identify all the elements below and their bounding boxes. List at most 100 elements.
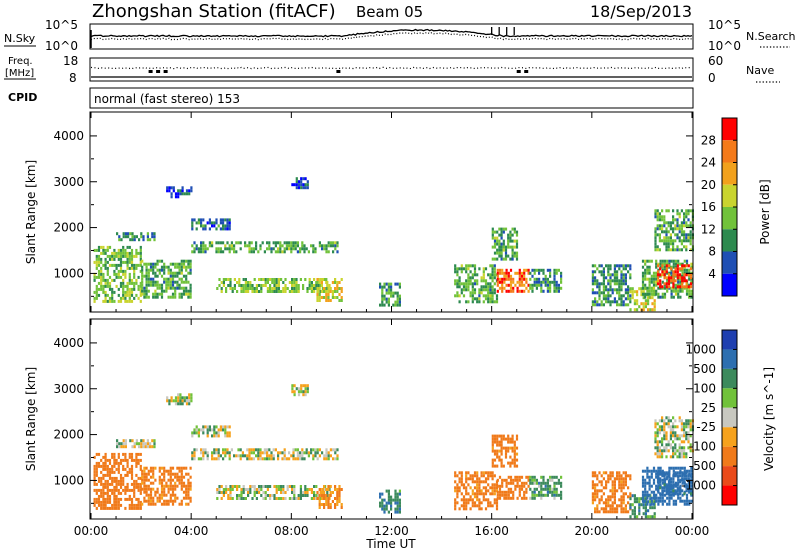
heatmap-cell [657,295,660,299]
heatmap-cell [515,452,519,456]
heatmap-cell [153,442,156,446]
heatmap-cell [676,486,679,490]
heatmap-cell [200,224,203,228]
heatmap-cell [202,218,205,222]
heatmap-cell [124,296,127,300]
heatmap-cell [113,461,116,465]
heatmap-cell [219,247,222,251]
heatmap-cell [480,279,483,283]
heatmap-cell [130,299,134,303]
heatmap-cell [316,293,319,296]
heatmap-cell [169,493,172,497]
heatmap-cell [104,455,107,459]
heatmap-cell [191,454,194,458]
heatmap-cell [465,498,468,502]
heatmap-cell [685,502,689,506]
heatmap-cell [665,477,668,481]
heatmap-cell [264,281,267,284]
heatmap-cell [460,471,463,475]
heatmap-cell [244,488,247,491]
heatmap-cell [690,484,693,488]
heatmap-cell [102,248,105,252]
heatmap-cell [688,499,691,503]
heatmap-cell [271,287,274,290]
heatmap-cell [128,467,131,471]
heatmap-cell [185,268,188,272]
heatmap-cell [262,491,265,494]
heatmap-cell [177,399,180,403]
heatmap-cell [594,510,597,514]
heatmap-cell [231,485,234,488]
heatmap-cell [102,290,105,294]
heatmap-cell [667,245,670,249]
heatmap-cell [659,262,662,266]
heatmap-cell [130,473,134,477]
heatmap-cell [301,241,304,245]
heatmap-cell [137,503,140,507]
heatmap-cell [594,498,597,502]
heatmap-cell [560,286,563,290]
heatmap-cell [533,490,536,494]
heatmap-cell [166,186,169,190]
heatmap-cell [501,493,504,497]
heatmap-cell [228,454,231,458]
heatmap-cell [535,277,538,281]
heatmap-cell [655,265,658,269]
heatmap-cell [135,485,138,489]
heatmap-cell [379,282,382,286]
heatmap-cell [106,479,109,483]
heatmap-cell [650,286,653,290]
heatmap-cell [130,290,134,294]
heatmap-cell [480,291,483,295]
heatmap-cell [135,254,138,258]
heatmap-cell [622,483,625,487]
heatmap-cell [165,283,168,287]
heatmap-cell [200,247,203,251]
heatmap-cell [137,452,140,456]
heatmap-cell [302,390,305,394]
heatmap-cell [141,289,144,293]
heatmap-cell [286,287,289,290]
heatmap-cell [379,504,382,508]
heatmap-cell [100,275,103,279]
heatmap-cell [648,478,651,482]
heatmap-cell [667,209,670,213]
heatmap-cell [631,296,634,300]
heatmap-cell [104,485,107,489]
heatmap-cell [102,278,105,282]
heatmap-cell [235,250,238,254]
heatmap-cell [482,279,485,283]
heatmap-cell [229,488,232,491]
heatmap-cell [618,291,621,295]
heatmap-cell [149,502,153,506]
heatmap-cell [145,478,148,482]
heatmap-cell [672,455,675,459]
heatmap-cell [118,235,121,239]
heatmap-cell [679,466,682,470]
heatmap-cell [329,290,332,293]
heatmap-cell [118,238,121,242]
heatmap-cell [104,260,107,264]
heatmap-cell [222,488,225,491]
heatmap-cell [496,434,499,438]
colorbar-swatch [722,162,737,185]
heatmap-cell [512,493,515,497]
heatmap-cell [137,488,140,492]
heatmap-cell [636,308,639,312]
heatmap-cell [560,274,563,278]
heatmap-cell [231,497,234,500]
heatmap-cell [661,292,664,296]
heatmap-cell [142,238,145,242]
heatmap-cell [665,437,668,441]
heatmap-cell [141,277,144,281]
heatmap-cell [299,250,302,254]
heatmap-cell [496,455,499,459]
heatmap-cell [117,470,120,474]
heatmap-cell [228,425,231,429]
heatmap-cell [169,481,172,485]
heatmap-cell [115,266,118,270]
heatmap-cell [469,279,472,283]
heatmap-cell [509,257,512,261]
heatmap-cell [609,276,612,280]
heatmap-cell [672,295,675,299]
